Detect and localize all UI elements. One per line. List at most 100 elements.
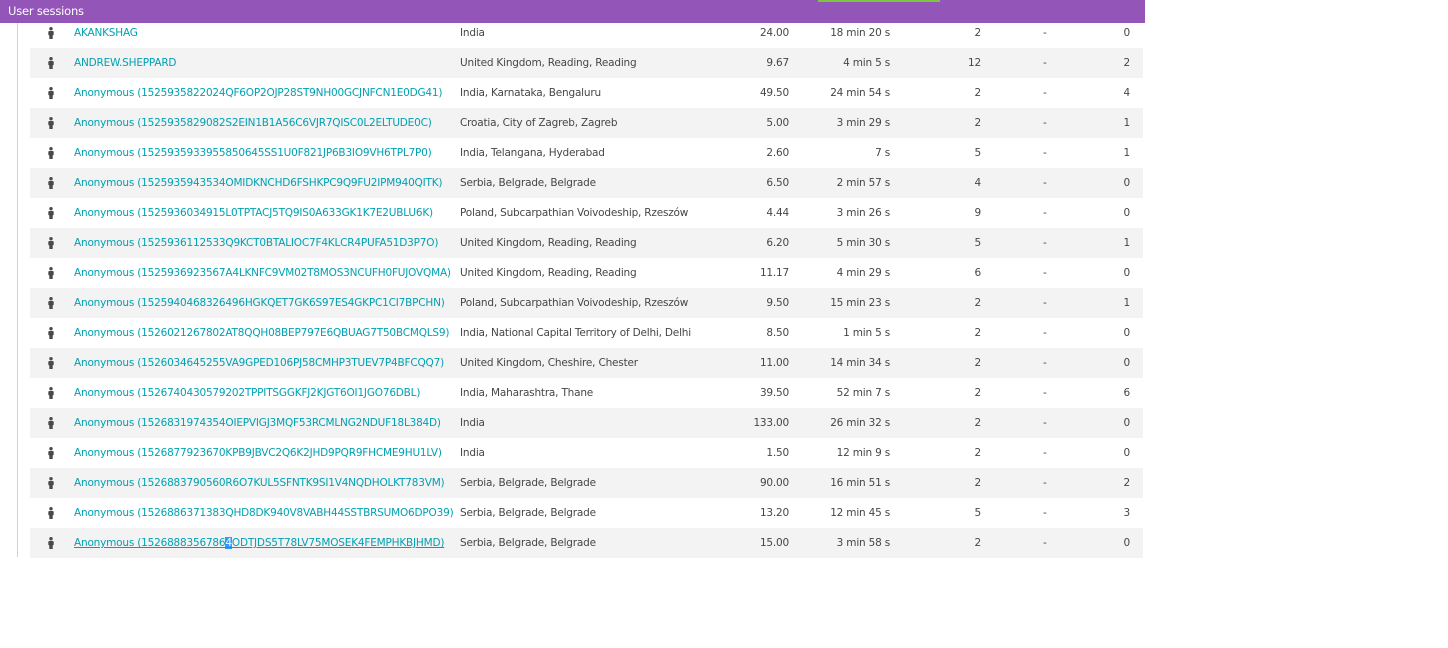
user-icon	[47, 147, 55, 159]
location-cell: India	[460, 417, 485, 429]
table-row[interactable]: Anonymous (1525940468326496HGKQET7GK6S97…	[30, 288, 1143, 318]
table-row[interactable]: Anonymous (1525935829082S2EIN1B1A56C6VJR…	[30, 108, 1143, 138]
duration-cell: 3 min 29 s	[836, 117, 891, 129]
user-icon	[47, 507, 55, 519]
value-cell: 11.17	[759, 267, 789, 279]
user-link[interactable]: AKANKSHAG	[74, 27, 138, 39]
table-row[interactable]: Anonymous (1525936034915L0TPTACJ5TQ9IS0A…	[30, 198, 1143, 228]
value-cell: 39.50	[759, 387, 789, 399]
count-cell: 6	[974, 267, 982, 279]
duration-cell: 26 min 32 s	[830, 417, 890, 429]
user-icon	[47, 177, 55, 189]
count-cell-last: 2	[1123, 57, 1131, 69]
table-row[interactable]: Anonymous (1526034645255VA9GPED106PJ58CM…	[30, 348, 1143, 378]
count-cell-last: 0	[1123, 27, 1131, 39]
duration-cell: 5 min 30 s	[836, 237, 891, 249]
location-cell: Serbia, Belgrade, Belgrade	[460, 477, 596, 489]
duration-cell: 4 min 29 s	[836, 267, 891, 279]
user-icon	[47, 87, 55, 99]
user-link[interactable]: Anonymous (1526034645255VA9GPED106PJ58CM…	[74, 357, 444, 369]
table-row[interactable]: Anonymous (1525936112533Q9KCT0BTALIOC7F4…	[30, 228, 1143, 258]
location-cell: India, National Capital Territory of Del…	[460, 327, 691, 339]
user-link[interactable]: Anonymous (1526021267802AT8QQH08BEP797E6…	[74, 327, 450, 339]
duration-cell: 7 s	[875, 147, 890, 159]
location-cell: United Kingdom, Reading, Reading	[460, 267, 637, 279]
value-cell: 1.50	[766, 447, 789, 459]
table-row[interactable]: Anonymous (15268883567864ODTJDS5T78LV75M…	[30, 528, 1143, 558]
user-link[interactable]: Anonymous (1525935943534OMIDKNCHD6FSHKPC…	[74, 177, 443, 189]
user-link[interactable]: Anonymous (1526886371383QHD8DK940V8VABH4…	[74, 507, 454, 519]
user-icon	[47, 477, 55, 489]
count-cell: 2	[974, 387, 982, 399]
dash-cell: -	[1043, 237, 1047, 249]
dash-cell: -	[1043, 387, 1047, 399]
user-link[interactable]: Anonymous (1526883790560R6O7KUL5SFNTK9SI…	[74, 477, 445, 489]
table-row[interactable]: Anonymous (1525936923567A4LKNFC9VM02T8MO…	[30, 258, 1143, 288]
user-link-text-rest: ODTJDS5T78LV75MOSEK4FEMPHKBJHMD)	[231, 537, 445, 549]
location-cell: India	[460, 447, 485, 459]
user-link[interactable]: Anonymous (1525935822024QF6OP2OJP28ST9NH…	[74, 87, 443, 99]
location-cell: United Kingdom, Reading, Reading	[460, 57, 637, 69]
count-cell: 9	[974, 207, 982, 219]
location-cell: Poland, Subcarpathian Voivodeship, Rzesz…	[460, 297, 689, 309]
user-link[interactable]: Anonymous (1525935829082S2EIN1B1A56C6VJR…	[74, 117, 432, 129]
user-link[interactable]: Anonymous (1525936112533Q9KCT0BTALIOC7F4…	[74, 237, 439, 249]
count-cell-last: 1	[1123, 237, 1131, 249]
value-cell: 4.44	[766, 207, 789, 219]
count-cell: 5	[974, 507, 982, 519]
value-cell: 9.67	[766, 57, 789, 69]
count-cell-last: 0	[1123, 267, 1131, 279]
table-row[interactable]: Anonymous (1526740430579202TPPITSGGKFJ2K…	[30, 378, 1143, 408]
page-title: User sessions	[8, 4, 84, 18]
user-link[interactable]: Anonymous (1525936034915L0TPTACJ5TQ9IS0A…	[74, 207, 433, 219]
duration-cell: 2 min 57 s	[836, 177, 891, 189]
count-cell: 2	[974, 117, 982, 129]
user-link[interactable]: Anonymous (1526877923670KPB9JBVC2Q6K2JHD…	[74, 447, 442, 459]
user-link[interactable]: Anonymous (1525940468326496HGKQET7GK6S97…	[74, 297, 445, 309]
count-cell-last: 4	[1123, 87, 1131, 99]
user-link[interactable]: Anonymous (1525935933955850645SS1U0F821J…	[74, 147, 432, 159]
user-icon	[47, 537, 55, 549]
count-cell: 2	[974, 297, 982, 309]
header-accent	[818, 0, 940, 2]
dash-cell: -	[1043, 327, 1047, 339]
header-bar: User sessions	[0, 0, 1145, 23]
user-link[interactable]: ANDREW.SHEPPARD	[74, 57, 177, 69]
table-row[interactable]: Anonymous (1525935943534OMIDKNCHD6FSHKPC…	[30, 168, 1143, 198]
table-row[interactable]: Anonymous (1526021267802AT8QQH08BEP797E6…	[30, 318, 1143, 348]
count-cell: 5	[974, 237, 982, 249]
location-cell: India	[460, 27, 485, 39]
count-cell-last: 3	[1123, 507, 1131, 519]
table-row[interactable]: ANDREW.SHEPPARD United Kingdom, Reading,…	[30, 48, 1143, 78]
value-cell: 2.60	[766, 147, 789, 159]
table-row[interactable]: AKANKSHAG India 24.00 18 min 20 s 2 - 0	[30, 18, 1143, 48]
user-link-active[interactable]: Anonymous (15268883567864ODTJDS5T78LV75M…	[74, 537, 444, 549]
user-link[interactable]: Anonymous (1526831974354OIEPVIGJ3MQF53RC…	[74, 417, 441, 429]
location-cell: Croatia, City of Zagreb, Zagreb	[460, 117, 618, 129]
duration-cell: 12 min 9 s	[836, 447, 891, 459]
user-link[interactable]: Anonymous (1526740430579202TPPITSGGKFJ2K…	[74, 387, 421, 399]
count-cell: 2	[974, 477, 982, 489]
location-cell: Serbia, Belgrade, Belgrade	[460, 537, 596, 549]
count-cell-last: 1	[1123, 117, 1131, 129]
table-row[interactable]: Anonymous (1526831974354OIEPVIGJ3MQF53RC…	[30, 408, 1143, 438]
duration-cell: 16 min 51 s	[830, 477, 890, 489]
count-cell-last: 0	[1123, 177, 1131, 189]
table-row[interactable]: Anonymous (1526883790560R6O7KUL5SFNTK9SI…	[30, 468, 1143, 498]
dash-cell: -	[1043, 507, 1047, 519]
table-row[interactable]: Anonymous (1525935822024QF6OP2OJP28ST9NH…	[30, 78, 1143, 108]
count-cell: 2	[974, 537, 982, 549]
table-row[interactable]: Anonymous (1526877923670KPB9JBVC2Q6K2JHD…	[30, 438, 1143, 468]
count-cell: 2	[974, 87, 982, 99]
location-cell: Serbia, Belgrade, Belgrade	[460, 177, 596, 189]
dash-cell: -	[1043, 357, 1047, 369]
text-selection: 4	[225, 537, 232, 549]
count-cell-last: 0	[1123, 207, 1131, 219]
table-row[interactable]: Anonymous (1526886371383QHD8DK940V8VABH4…	[30, 498, 1143, 528]
value-cell: 6.20	[766, 237, 789, 249]
table-row[interactable]: Anonymous (1525935933955850645SS1U0F821J…	[30, 138, 1143, 168]
user-link[interactable]: Anonymous (1525936923567A4LKNFC9VM02T8MO…	[74, 267, 451, 279]
value-cell: 24.00	[759, 27, 789, 39]
count-cell-last: 0	[1123, 327, 1131, 339]
count-cell-last: 6	[1123, 387, 1131, 399]
